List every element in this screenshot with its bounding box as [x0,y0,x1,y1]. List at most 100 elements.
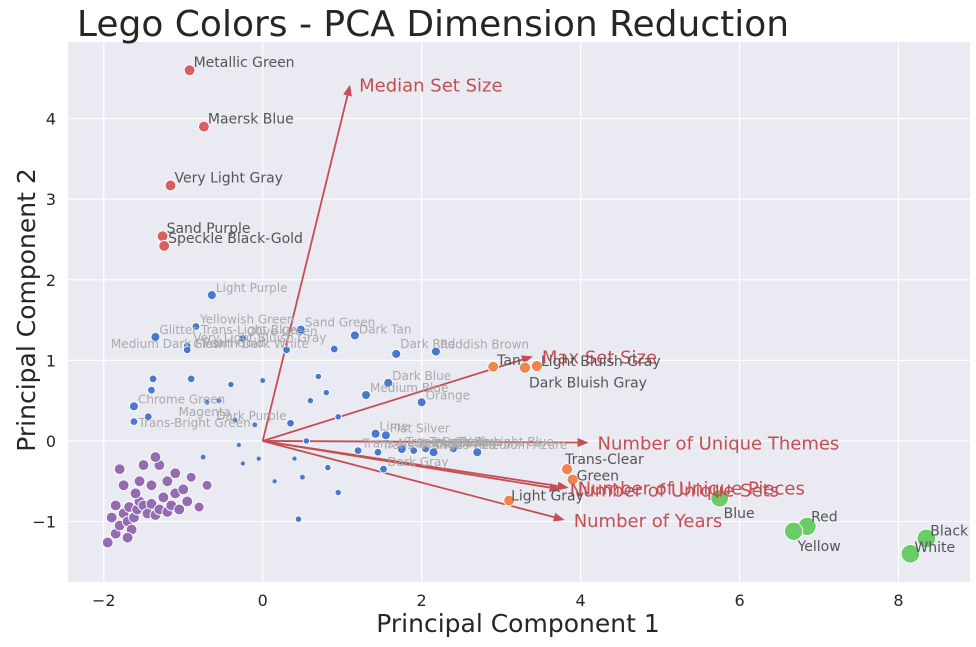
data-point-blue [286,418,295,428]
data-point-blue [391,348,402,359]
point-label: Dark Bluish Gray [529,376,647,392]
point-label: Light Bluish Gray [541,354,661,370]
data-point-purple [161,475,174,488]
data-point-orange [487,360,500,373]
point-label: Olive Green [247,325,318,339]
point-label: Orange [426,388,470,402]
data-point-purple [133,475,146,488]
data-point-blue [294,515,303,523]
y-tick-label: 4 [46,110,56,129]
point-label: Red [811,509,838,525]
data-point-blue [143,412,153,422]
data-point-red [164,179,177,192]
data-point-blue [334,413,342,421]
loading-arrow-shaft [262,358,523,442]
data-point-blue [282,345,291,355]
x-tick-label: 8 [893,591,903,610]
data-point-blue [252,422,258,428]
data-point-blue [322,388,330,397]
data-point-purple [129,487,142,500]
y-tick-label: 0 [46,432,56,451]
data-point-blue [227,380,235,389]
data-point-green [710,488,729,508]
point-label: Dark Blue [392,369,451,383]
data-point-purple [185,471,197,483]
data-point-blue [383,377,394,388]
data-point-blue [299,474,306,480]
data-point-blue [428,447,439,458]
x-tick-label: 4 [575,591,585,610]
data-point-blue [353,446,363,455]
point-label: Dark Red [400,337,455,351]
data-point-purple [201,479,213,491]
data-point-blue [409,446,419,455]
tick-labels-layer: −2 0 2 4 6 8 −1 0 1 2 3 4 [32,110,903,610]
data-point-blue [129,401,139,412]
point-label: Reddish Brown [440,337,529,351]
y-tick-label: −1 [32,513,56,532]
point-label: Maersk Blue [208,112,294,128]
point-label: Trans-Dark Blue [405,435,501,449]
data-point-purple [193,501,205,513]
point-label: Trans-Black [417,437,486,451]
point-label: Speckle Black-Gold [168,231,303,247]
point-label: Dark Purple [216,409,286,423]
data-point-purple [181,495,194,508]
data-point-purple [101,536,114,549]
data-point-blue [314,372,323,381]
data-point-blue [200,454,206,460]
data-point-purple [109,499,122,512]
data-point-blue [295,324,306,335]
data-point-blue [373,447,383,457]
point-label: Green [577,469,619,485]
data-point-blue [236,442,242,448]
point-label: Dark Tan [359,322,412,336]
point-label: Tan [496,353,521,369]
data-point-blue [232,417,238,423]
data-point-orange [561,463,574,476]
data-point-purple [117,479,130,492]
data-point-blue [329,344,339,354]
data-point-blue [421,444,430,454]
data-point-blue [431,346,441,357]
data-point-blue [361,390,371,400]
point-label: Trans-Orange [381,438,463,452]
data-point-green [784,521,804,541]
loading-label: Median Set Size [359,76,502,97]
data-point-purple [169,467,182,480]
point-labels-layer: Median Set Size Max Set Size Number of Uni… [111,55,969,556]
data-point-blue [182,345,192,355]
data-point-blue [259,377,266,384]
y-tick-label: 2 [46,271,56,290]
point-label: Dark Gray [388,455,449,469]
x-tick-label: 2 [417,591,427,610]
point-label: Medium Dark Flesh [111,337,227,351]
loading-label: Number of Years [574,511,723,532]
data-point-blue [324,463,332,472]
data-point-blue [186,374,196,384]
loading-arrow-head [552,512,565,522]
data-point-blue [150,332,161,342]
x-tick-label: 6 [734,591,744,610]
loading-label: Number of Unique Pieces [578,479,805,500]
point-label: Chrome Green [138,392,225,406]
loading-label: Number of Unique Sets [570,480,779,501]
chart-title: Lego Colors - PCA Dimension Reduction [77,4,789,45]
data-point-blue [240,461,246,466]
data-point-purple [149,451,162,463]
data-point-red [183,64,196,77]
data-point-blue [396,444,407,454]
data-point-blue [216,397,222,404]
point-label: Trans-Neon Green [361,437,470,451]
point-label: Blue [724,506,755,522]
data-point-purple [105,511,118,524]
data-point-purple [157,491,170,504]
data-point-blue [449,444,458,454]
data-point-purple [173,503,186,516]
data-point-purple [177,483,190,496]
data-point-orange [518,361,532,374]
data-point-red [158,240,171,252]
point-label: Flat Silver [390,421,450,435]
data-point-orange [503,494,515,507]
point-label: Lime [380,420,409,434]
